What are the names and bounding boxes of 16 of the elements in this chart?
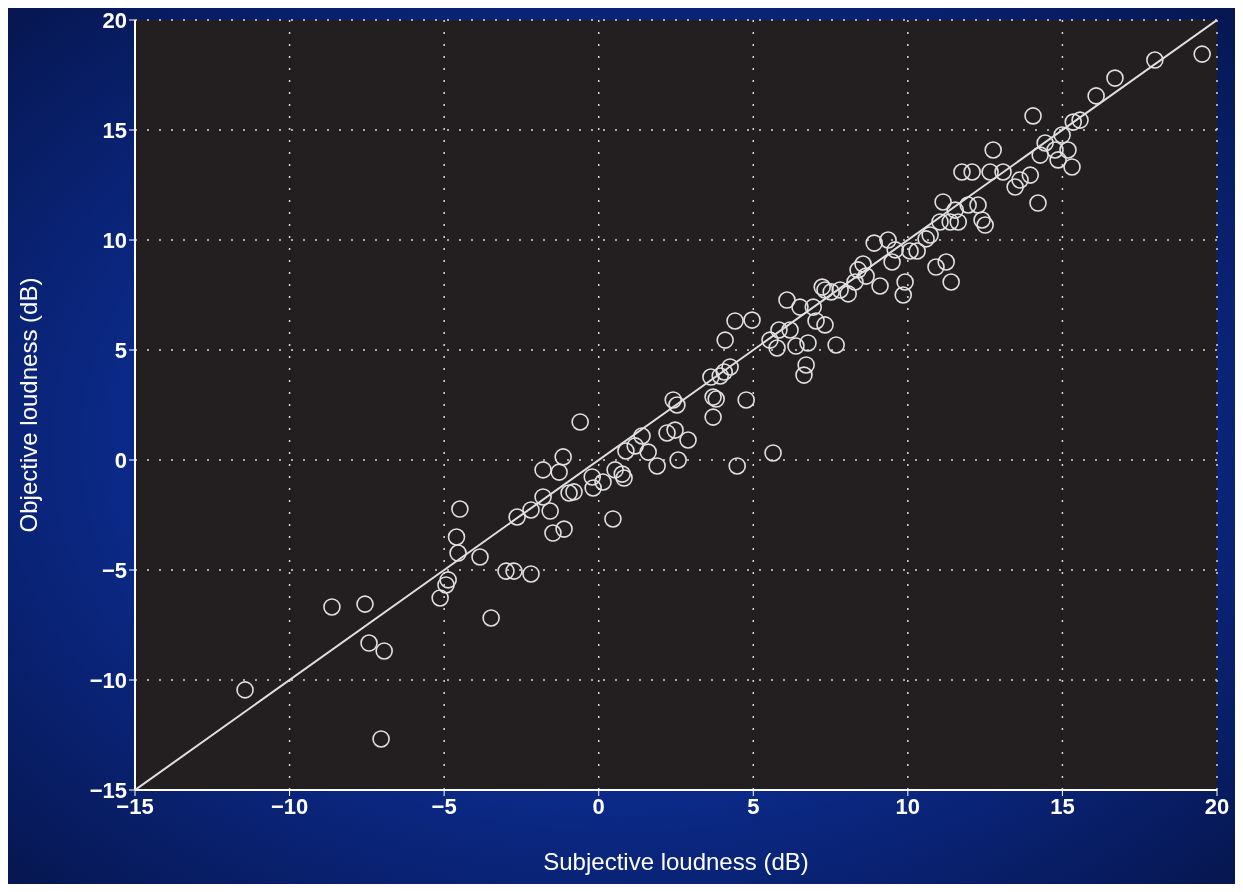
y-tick-label: 0	[114, 447, 127, 473]
y-tick-label: 20	[102, 7, 127, 33]
y-tick-label: 5	[114, 337, 127, 363]
x-tick-label: 5	[747, 793, 760, 819]
x-tick-label: 0	[592, 793, 605, 819]
x-tick-label: 20	[1204, 793, 1230, 819]
x-tick-label: 10	[895, 793, 921, 819]
y-tick-label: 15	[102, 117, 127, 143]
y-axis-title: Objective loudness (dB)	[14, 277, 42, 533]
y-tick-label: −10	[89, 667, 127, 693]
y-tick-label: −5	[101, 557, 127, 583]
y-tick-label: 10	[102, 227, 127, 253]
x-tick-label: −5	[431, 793, 457, 819]
x-tick-label: −10	[270, 793, 309, 819]
x-tick-label: 15	[1050, 793, 1075, 819]
x-axis-title: Subjective loudness (dB)	[543, 848, 809, 875]
